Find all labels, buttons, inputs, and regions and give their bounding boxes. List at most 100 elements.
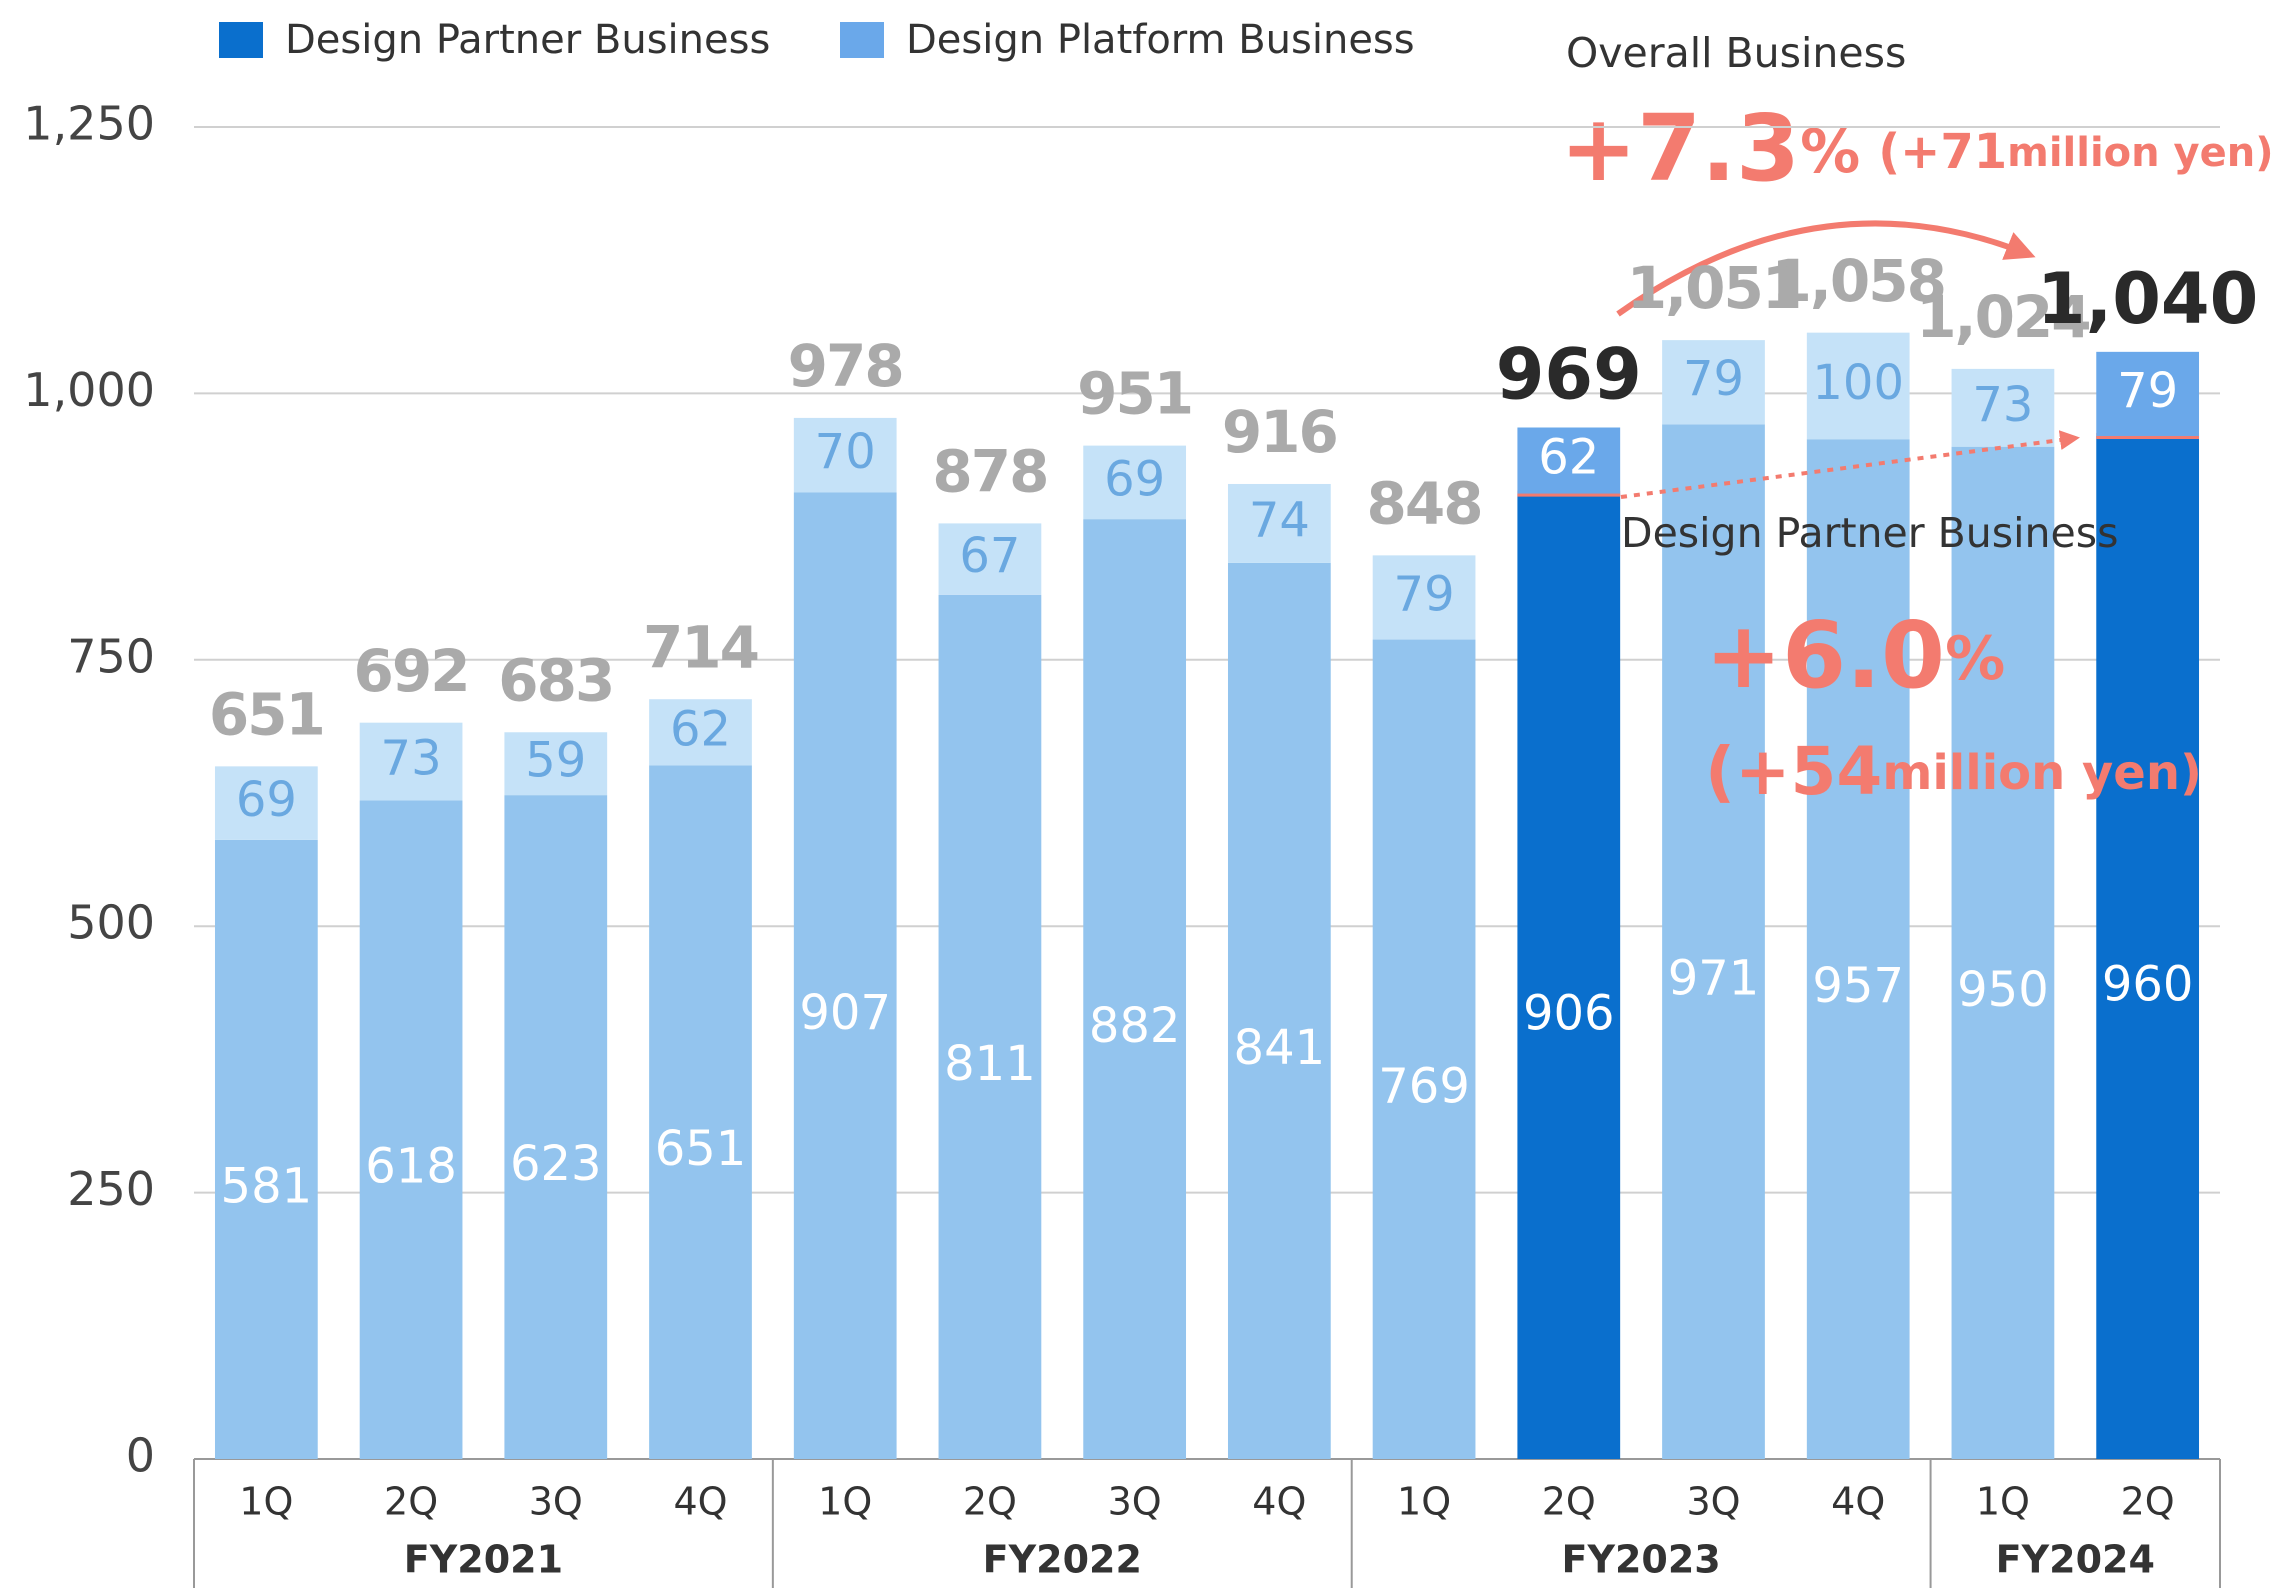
- bar-segment: [504, 732, 608, 796]
- y-tick-label: 500: [67, 896, 155, 950]
- segment-label: 69: [1104, 451, 1165, 507]
- bar-segment: [1806, 332, 1910, 440]
- y-tick-label: 250: [67, 1162, 155, 1216]
- pct: +7.3: [1560, 95, 1800, 202]
- y-tick-label: 0: [126, 1429, 155, 1483]
- segment-label: 623: [510, 1136, 602, 1192]
- segment-label: 74: [1249, 492, 1310, 548]
- segment-label: 62: [670, 701, 731, 757]
- total-label: 969: [1496, 334, 1642, 416]
- bar-segment: [1951, 368, 2055, 447]
- segment-label: 769: [1378, 1058, 1470, 1114]
- x-tick-label: 1Q: [1397, 1480, 1451, 1524]
- bar-segment: [214, 839, 318, 1459]
- bar-segment: [938, 594, 1042, 1459]
- segment-label: 907: [799, 985, 891, 1041]
- amount: (+71: [1878, 124, 2007, 180]
- segment-label: 69: [236, 772, 297, 828]
- segment-label: 73: [381, 731, 442, 787]
- amount-unit: million yen): [2007, 130, 2273, 176]
- segment-label: 79: [1394, 566, 1455, 622]
- legend-label: Design Platform Business: [906, 17, 1415, 63]
- segment-label: 960: [2102, 957, 2194, 1013]
- annotation-title: Overall Business: [1566, 29, 1906, 77]
- bar-segment: [1951, 446, 2055, 1459]
- annotation-overall: Overall Business +7.3% (+71million yen): [1560, 29, 2274, 202]
- x-tick-label: 2Q: [963, 1480, 1017, 1524]
- annotation-value: +7.3% (+71million yen): [1560, 95, 2274, 202]
- y-tick-label: 1,000: [23, 363, 155, 417]
- total-label: 683: [498, 646, 613, 714]
- segment-label: 79: [1683, 351, 1744, 407]
- total-label: 951: [1077, 360, 1192, 428]
- bar-segment: [1662, 424, 1765, 1460]
- segment-label: 957: [1812, 958, 1904, 1014]
- segment-label: 811: [944, 1036, 1036, 1092]
- group-label: FY2023: [1562, 1538, 1721, 1582]
- amount: (+54: [1705, 733, 1882, 810]
- x-tick-label: 4Q: [1252, 1480, 1306, 1524]
- x-tick-label: 1Q: [1976, 1480, 2030, 1524]
- bar-segment: [359, 800, 463, 1459]
- bar-segment: [1083, 519, 1187, 1459]
- segment-label: 70: [815, 424, 876, 480]
- bar-segment: [938, 523, 1042, 595]
- bar-segment: [793, 492, 897, 1459]
- annotation-pct: +6.0%: [1705, 602, 2005, 709]
- total-label: 651: [209, 680, 324, 748]
- x-tick-label: 1Q: [818, 1480, 872, 1524]
- pct-unit: %: [1945, 624, 2005, 694]
- bar-segment: [1372, 639, 1476, 1459]
- x-tick-label: 4Q: [673, 1480, 727, 1524]
- group-label: FY2024: [1996, 1538, 2155, 1582]
- total-label: 714: [643, 613, 758, 681]
- segment-label: 618: [365, 1139, 457, 1195]
- legend-swatch: [840, 22, 884, 58]
- segment-label: 67: [959, 528, 1020, 584]
- bar-segment: [649, 699, 752, 766]
- bar-segment: [1662, 340, 1765, 425]
- bar-segment: [1806, 439, 1910, 1459]
- bar-segment: [504, 795, 608, 1459]
- pct-unit: %: [1800, 117, 1860, 187]
- total-label: 978: [788, 332, 903, 400]
- segment-label: 841: [1234, 1020, 1326, 1076]
- amount-unit: million yen): [1882, 745, 2202, 801]
- segment-label: 906: [1523, 985, 1615, 1041]
- bar-segment: [2096, 351, 2200, 437]
- annotation-amount: (+54million yen): [1705, 733, 2202, 810]
- x-tick-label: 4Q: [1831, 1480, 1885, 1524]
- legend-label: Design Partner Business: [285, 17, 770, 63]
- bar-segment: [1083, 445, 1187, 520]
- segment-label: 651: [655, 1121, 747, 1177]
- bar-segment: [2096, 436, 2200, 1459]
- segment-label: 971: [1668, 951, 1760, 1007]
- group-label: FY2021: [404, 1538, 563, 1582]
- group-label: FY2022: [983, 1538, 1142, 1582]
- bar-segment: [793, 417, 897, 493]
- segment-label: 59: [525, 733, 586, 789]
- bar-segment: [214, 766, 318, 840]
- total-label: 1,040: [2037, 258, 2258, 340]
- segment-label: 73: [1972, 377, 2033, 433]
- total-label: 1,024: [1916, 283, 2089, 351]
- bar-segment: [1517, 427, 1621, 494]
- segment-label: 581: [221, 1158, 313, 1214]
- annotation-partner: Design Partner Business +6.0% (+54millio…: [1621, 509, 2202, 810]
- total-label: 692: [354, 637, 469, 705]
- x-tick-label: 3Q: [1686, 1480, 1740, 1524]
- segment-label: 62: [1538, 430, 1599, 486]
- x-tick-label: 3Q: [529, 1480, 583, 1524]
- bar-segment: [1372, 555, 1476, 640]
- annotation-title: Design Partner Business: [1621, 509, 2118, 557]
- y-tick-label: 1,250: [23, 97, 155, 151]
- y-tick-label: 750: [67, 629, 155, 683]
- bar-segment: [1227, 483, 1331, 563]
- arrow: [1616, 220, 2036, 317]
- dotted-arrow: [1620, 430, 2080, 499]
- total-label: 1,058: [1771, 247, 1944, 315]
- x-tick-label: 2Q: [2121, 1480, 2175, 1524]
- total-label: 878: [932, 438, 1047, 506]
- x-tick-label: 3Q: [1108, 1480, 1162, 1524]
